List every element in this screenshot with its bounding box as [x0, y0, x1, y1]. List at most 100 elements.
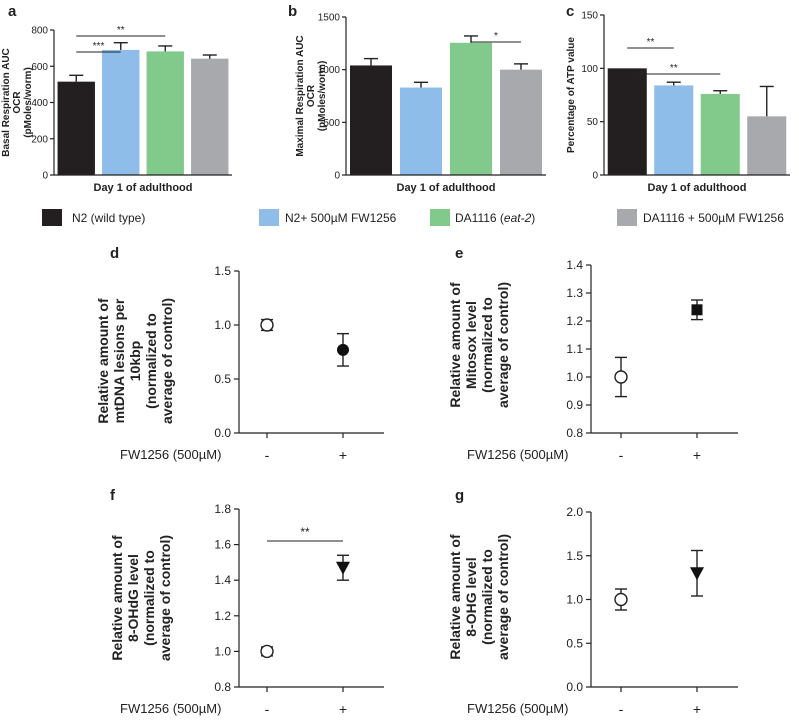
y-tick-label: 1.0 [566, 370, 583, 384]
bar-3 [146, 51, 184, 176]
data-point [691, 304, 703, 316]
panel-b: b 0 500 1000 1500 Maximal Respiration AUCOCR(… [288, 3, 546, 194]
bar-2 [654, 85, 694, 175]
bar-1 [57, 81, 95, 175]
y-axis-label: Relative amount ofmtDNA lesions per10kbp… [95, 298, 175, 424]
significance-label: * [494, 31, 498, 42]
y-tick-label: 1.5 [566, 549, 583, 563]
y-tick-label: 0.8 [214, 680, 231, 694]
data-point [336, 561, 350, 575]
legend-label: N2+ 500µM FW1256 [285, 211, 397, 225]
bar-4 [191, 58, 229, 176]
y-tick-label: 0.5 [214, 372, 231, 386]
y-tick-label: 1.0 [214, 318, 231, 332]
legend-swatch [617, 209, 637, 226]
y-tick-label: 1.6 [214, 538, 231, 552]
y-tick-label: 600 [31, 62, 48, 73]
condition-label: FW1256 (500µM) [467, 447, 568, 462]
data-point [260, 644, 274, 659]
y-tick-label: 0.8 [566, 426, 583, 440]
y-tick-label: 0.5 [566, 636, 583, 650]
legend-label: DA1116 + 500µM FW1256 [643, 211, 784, 225]
y-tick-label: 1.1 [566, 342, 583, 356]
y-tick-label: 1.3 [566, 286, 583, 300]
y-axis-label: Relative amount ofMitosox level(normaliz… [447, 282, 511, 408]
legend-swatch [259, 209, 279, 226]
y-axis-label: Percentage of ATP value [566, 37, 577, 153]
x-tick-label: - [265, 701, 270, 717]
data-point [260, 318, 274, 332]
x-axis-label: Day 1 of adulthood [397, 182, 496, 194]
panel-letter: a [8, 3, 17, 20]
panel-d: d 0.0 0.5 1.0 1.5 Relative amount ofmtDNA les… [95, 245, 384, 463]
significance-label: ** [117, 25, 125, 36]
x-axis-label: Day 1 of adulthood [94, 182, 193, 194]
panel-letter: b [288, 3, 297, 20]
significance-label: ** [647, 37, 655, 48]
panel-e: e 0.8 0.9 1.0 1.1 1.2 1.3 1.4 Relative amount of… [447, 245, 738, 463]
panel-letter: d [110, 245, 119, 262]
condition-label: FW1256 (500µM) [467, 701, 568, 716]
y-tick-label: 1.0 [566, 593, 583, 607]
y-tick-label: 800 [31, 26, 48, 37]
y-tick-label: 400 [31, 98, 48, 109]
y-tick-label: 0 [592, 171, 598, 182]
y-tick-label: 1500 [318, 13, 341, 24]
condition-label: FW1256 (500µM) [120, 447, 221, 462]
significance-label: ** [670, 63, 678, 74]
panel-g: g 0.0 0.5 1.0 1.5 2.0 Relative amount of8-OHG … [447, 487, 738, 717]
data-point [337, 343, 349, 356]
bar-3 [450, 42, 492, 175]
y-tick-label: 0.0 [214, 426, 231, 440]
y-tick-label: 1.5 [214, 264, 231, 278]
legend-swatch [430, 209, 450, 226]
x-tick-label: + [693, 701, 701, 717]
condition-label: FW1256 (500µM) [120, 701, 221, 716]
significance-label: *** [93, 41, 105, 52]
bar-2 [400, 87, 442, 175]
x-tick-label: - [619, 701, 624, 717]
y-tick-label: 150 [581, 11, 598, 22]
bar-1 [607, 68, 647, 175]
y-tick-label: 0.9 [566, 398, 583, 412]
legend-swatch [42, 209, 62, 226]
data-point [614, 370, 628, 384]
bar-4 [747, 116, 787, 175]
y-tick-label: 1.8 [214, 502, 231, 516]
bar-3 [700, 93, 740, 175]
bar-1 [350, 65, 392, 175]
data-point [614, 592, 628, 607]
panel-letter: c [566, 3, 574, 20]
y-axis-label: Maximal Respiration AUCOCR(pMoles/worm) [295, 35, 328, 156]
panel-letter: g [455, 487, 464, 504]
x-tick-label: + [339, 447, 347, 463]
y-tick-label: 0.0 [566, 680, 583, 694]
data-point [690, 567, 704, 581]
x-tick-label: + [693, 447, 701, 463]
legend-label: DA1116 (eat-2) [455, 211, 535, 225]
y-tick-label: 1.2 [214, 609, 231, 623]
y-tick-label: 100 [581, 64, 598, 75]
y-tick-label: 0 [334, 171, 340, 182]
x-tick-label: - [619, 447, 624, 463]
y-tick-label: 1.2 [566, 314, 583, 328]
panel-a: a 0 200 400 600 800 Basal Respiration AUCOCR(p… [1, 3, 232, 194]
y-tick-label: 1.4 [566, 258, 583, 272]
x-tick-label: + [339, 701, 347, 717]
panel-letter: e [455, 245, 463, 262]
y-tick-label: 1.4 [214, 573, 231, 587]
panel-f: f 0.8 1.0 1.2 1.4 1.6 1.8 Relative amount of8-O… [109, 487, 384, 717]
x-axis-label: Day 1 of adulthood [648, 182, 747, 194]
y-tick-label: 1.0 [214, 644, 231, 658]
y-axis-label: Basal Respiration AUCOCR(pMoles/worm) [1, 48, 34, 157]
panel-letter: f [110, 487, 116, 504]
x-tick-label: - [265, 447, 270, 463]
y-tick-label: 500 [323, 118, 340, 129]
y-tick-label: 50 [587, 117, 599, 128]
y-axis-label: Relative amount of8-OHG level(normalized… [447, 534, 511, 660]
legend: N2 (wild type) N2+ 500µM FW1256 DA1116 (ea… [42, 209, 784, 226]
y-axis-label: Relative amount of8-OHdG level(normalize… [109, 535, 173, 661]
panel-c: c 0 50 100 150 Percentage of ATP value Day 1 o… [566, 3, 790, 194]
y-tick-label: 200 [31, 134, 48, 145]
